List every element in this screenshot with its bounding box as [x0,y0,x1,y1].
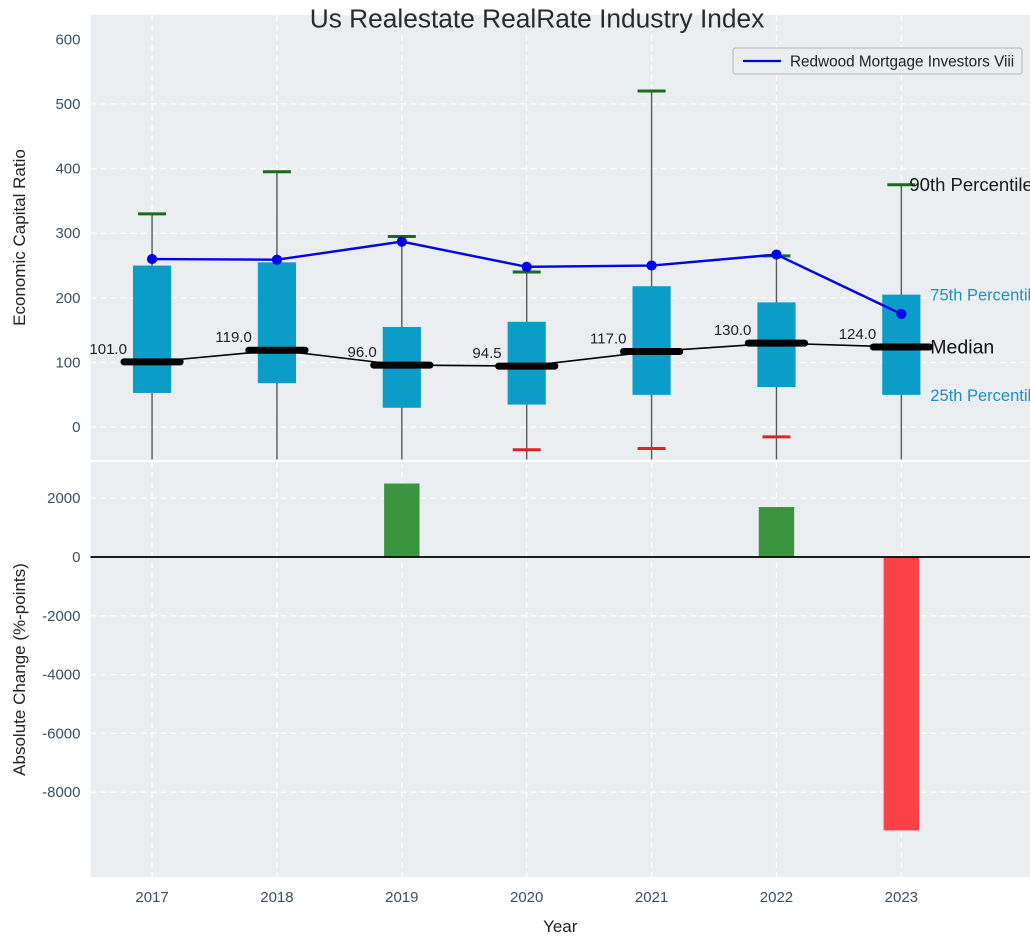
svg-text:2019: 2019 [385,889,418,906]
svg-text:2020: 2020 [510,889,543,906]
svg-text:90th Percentile: 90th Percentile [909,174,1030,195]
svg-text:96.0: 96.0 [348,344,377,361]
svg-text:0: 0 [72,419,80,436]
svg-text:124.0: 124.0 [839,326,877,343]
svg-text:Us Realestate RealRate Industr: Us Realestate RealRate Industry Index [310,4,765,34]
svg-text:Absolute Change (%-points): Absolute Change (%-points) [10,563,29,776]
svg-text:600: 600 [55,31,80,48]
svg-text:101.0: 101.0 [89,341,127,358]
svg-text:2000: 2000 [47,490,80,507]
svg-text:Redwood Mortgage Investors Vii: Redwood Mortgage Investors Viii [790,54,1014,71]
svg-text:Year: Year [543,917,578,936]
svg-text:2023: 2023 [885,889,918,906]
svg-text:-8000: -8000 [42,784,80,801]
svg-text:500: 500 [55,96,80,113]
svg-text:300: 300 [55,225,80,242]
svg-text:119.0: 119.0 [215,329,251,346]
svg-text:100: 100 [55,355,80,372]
svg-text:2021: 2021 [635,889,668,906]
svg-text:Median: Median [930,337,994,359]
svg-text:0: 0 [72,549,80,566]
svg-text:-2000: -2000 [42,608,80,625]
svg-text:200: 200 [55,290,80,307]
svg-text:130.0: 130.0 [714,322,752,339]
svg-text:2022: 2022 [760,889,793,906]
svg-text:94.5: 94.5 [472,345,501,362]
svg-text:-6000: -6000 [42,725,80,742]
svg-text:2017: 2017 [135,889,168,906]
svg-text:Economic Capital Ratio: Economic Capital Ratio [10,149,29,326]
svg-text:117.0: 117.0 [590,331,626,348]
svg-text:2018: 2018 [260,889,293,906]
svg-text:75th Percentile: 75th Percentile [930,287,1030,305]
svg-text:-4000: -4000 [42,667,80,684]
svg-text:25th Percentile: 25th Percentile [930,387,1030,405]
svg-text:400: 400 [55,161,80,178]
